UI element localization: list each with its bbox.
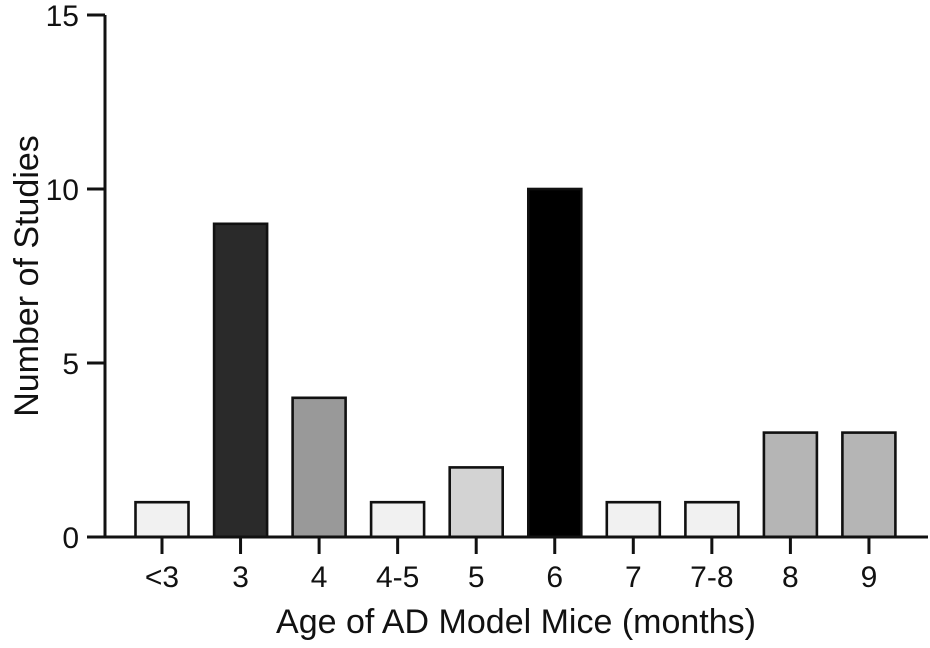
y-axis-title: Number of Studies: [8, 135, 46, 417]
bar-9: [841, 431, 897, 539]
bar-<3: [134, 500, 190, 539]
x-tick-label-4: 4: [311, 561, 328, 594]
bar-3: [212, 222, 269, 539]
axes-layer: [87, 13, 928, 554]
x-tick-label-7-8: 7-8: [690, 561, 733, 594]
bars-layer: [134, 187, 897, 539]
bar-6: [526, 187, 583, 539]
x-tick-label-7: 7: [625, 561, 642, 594]
x-axis-title: Age of AD Model Mice (months): [276, 603, 756, 641]
y-tick-label-10: 10: [46, 174, 79, 207]
x-tick-label-8: 8: [782, 561, 799, 594]
bar-7: [605, 500, 662, 539]
x-tick-label-5: 5: [468, 561, 485, 594]
x-tick-label-9: 9: [861, 561, 878, 594]
x-tick-label-6: 6: [546, 561, 563, 594]
x-tick-label-3: 3: [232, 561, 249, 594]
tick-labels-layer: 0 5 10 15 <3 3 4 4-5 5 6 7 7-8 8 9: [46, 0, 878, 594]
bar-5: [448, 466, 505, 539]
bar-4: [291, 396, 347, 539]
y-tick-label-5: 5: [62, 348, 79, 381]
x-tick-label-4-5: 4-5: [376, 561, 419, 594]
bar-7-8: [684, 500, 740, 539]
y-tick-label-0: 0: [62, 522, 79, 555]
bar-4-5: [369, 500, 426, 539]
y-tick-label-15: 15: [46, 0, 79, 33]
bar-8: [762, 431, 819, 539]
x-tick-label-<3: <3: [145, 561, 179, 594]
